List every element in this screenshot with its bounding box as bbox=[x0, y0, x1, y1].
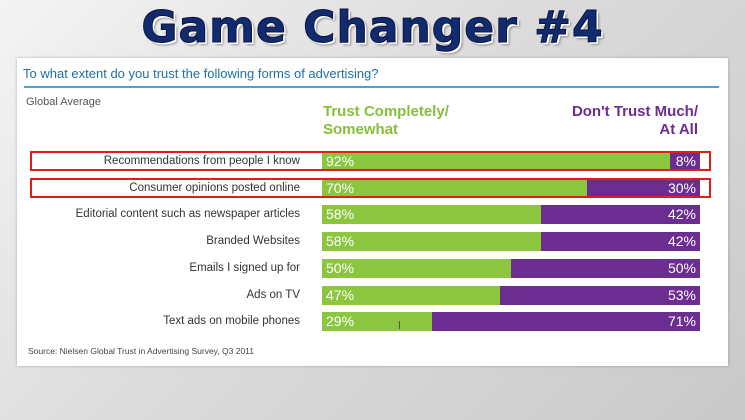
highlight-box bbox=[30, 151, 711, 171]
bar-dont-trust: 71% bbox=[432, 312, 700, 331]
value-label-dont-trust: 50% bbox=[667, 260, 696, 276]
value-label-trust: 92% bbox=[326, 153, 355, 169]
value-label-trust: 58% bbox=[326, 206, 355, 222]
bar-row: 58% 42% bbox=[322, 205, 700, 224]
bar-trust: 50% bbox=[322, 259, 511, 278]
bar-trust: 92% bbox=[322, 152, 670, 171]
title-divider bbox=[24, 86, 719, 88]
category-label: Branded Websites bbox=[206, 235, 300, 247]
bar-trust: 58% bbox=[322, 205, 541, 224]
highlight-box bbox=[30, 178, 711, 198]
value-label-dont-trust: 53% bbox=[667, 287, 696, 303]
value-label-dont-trust: 42% bbox=[667, 233, 696, 249]
bar-row: 58% 42% bbox=[322, 232, 700, 251]
legend-dont-trust-line-1: Don't Trust Much/ bbox=[571, 103, 698, 120]
bar-trust: 70% bbox=[322, 179, 587, 198]
bar-row: 47% 53% bbox=[322, 286, 700, 305]
value-label-trust: 29% bbox=[326, 313, 355, 329]
bar-dont-trust: 42% bbox=[541, 205, 700, 224]
value-label-trust: 70% bbox=[326, 180, 355, 196]
bar-row: 70% 30% bbox=[322, 179, 700, 198]
bar-trust: 29% bbox=[322, 312, 432, 331]
bar-trust: 58% bbox=[322, 232, 541, 251]
legend-trust-line-2: Somewhat bbox=[323, 121, 399, 138]
legend-trust: Trust Completely/ Somewhat bbox=[323, 103, 449, 139]
value-label-dont-trust: 42% bbox=[667, 206, 696, 222]
chart-title: To what extent do you trust the followin… bbox=[23, 66, 379, 81]
legend-trust-line-1: Trust Completely/ bbox=[323, 103, 449, 120]
bar-dont-trust: 30% bbox=[587, 179, 700, 198]
category-label: Editorial content such as newspaper arti… bbox=[75, 208, 300, 220]
value-label-trust: 47% bbox=[326, 287, 355, 303]
bar-row: 50% 50% bbox=[322, 259, 700, 278]
bar-dont-trust: 50% bbox=[511, 259, 700, 278]
category-label: Emails I signed up for bbox=[189, 262, 300, 274]
bar-row: 92% 8% bbox=[322, 152, 700, 171]
bar-row: 29% 71% bbox=[322, 312, 700, 331]
chart-subtitle: Global Average bbox=[26, 96, 102, 108]
bar-dont-trust: 8% bbox=[670, 152, 700, 171]
value-label-dont-trust: 71% bbox=[667, 313, 696, 329]
category-label: Consumer opinions posted online bbox=[129, 182, 300, 194]
category-label: Recommendations from people I know bbox=[103, 155, 300, 167]
value-label-dont-trust: 8% bbox=[675, 153, 696, 169]
value-label-dont-trust: 30% bbox=[667, 180, 696, 196]
bar-dont-trust: 42% bbox=[541, 232, 700, 251]
legend-dont-trust-line-2: At All bbox=[659, 121, 698, 138]
bar-dont-trust: 53% bbox=[500, 286, 700, 305]
category-label: Ads on TV bbox=[246, 289, 301, 301]
legend-dont-trust: Don't Trust Much/ At All bbox=[480, 103, 698, 139]
category-label: Text ads on mobile phones bbox=[163, 315, 300, 327]
bar-trust: 47% bbox=[322, 286, 500, 305]
value-label-trust: 50% bbox=[326, 260, 355, 276]
chart-source: Source: Nielsen Global Trust in Advertis… bbox=[28, 346, 254, 356]
value-label-trust: 58% bbox=[326, 233, 355, 249]
axis-tick bbox=[399, 321, 400, 329]
slide-headline: Game Changer #4 bbox=[141, 2, 604, 54]
